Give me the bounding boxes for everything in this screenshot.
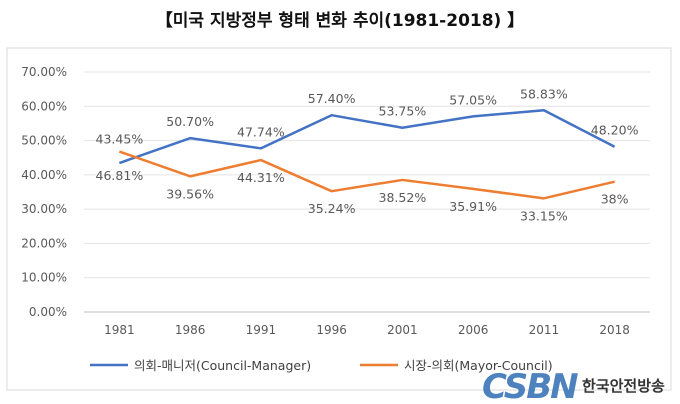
legend-label: 시장-의회(Mayor-Council) (404, 358, 553, 373)
legend: 의회-매니저(Council-Manager) 시장-의회(Mayor-Counc… (90, 358, 553, 373)
data-label: 58.83% (520, 86, 568, 101)
x-axis-ticks: 1981 1986 1991 1996 2001 2006 2011 2018 (104, 323, 630, 337)
series-lines (118, 109, 616, 200)
x-tick-label: 2011 (529, 323, 560, 337)
data-labels: 46.81% 50.70% 47.74% 57.40% 53.75% 57.05% 58.8… (96, 86, 639, 223)
chart-area-border (6, 47, 672, 391)
data-label: 57.40% (308, 91, 356, 106)
gridlines (84, 71, 650, 313)
y-tick-label: 10.00% (21, 271, 67, 285)
y-tick-label: 60.00% (21, 99, 67, 113)
data-label: 38% (601, 192, 629, 207)
data-label: 53.75% (379, 104, 427, 119)
data-label: 50.70% (166, 114, 214, 129)
x-tick-label: 2006 (458, 323, 489, 337)
chart-title: 【미국 지방정부 형태 변화 추이(1981-2018) 】 (155, 11, 525, 31)
y-tick-label: 50.00% (21, 134, 67, 148)
data-label: 39.56% (166, 186, 214, 201)
x-tick-label: 1986 (175, 323, 206, 337)
series-line-mayor-council (118, 150, 615, 200)
x-tick-label: 2001 (387, 323, 418, 337)
y-tick-label: 40.00% (21, 168, 67, 182)
watermark-text: 한국안전방송 (582, 377, 665, 395)
x-tick-label: 1991 (246, 323, 277, 337)
y-tick-label: 20.00% (21, 236, 67, 250)
watermark-logo-text: CSBN (482, 367, 578, 404)
data-label: 47.74% (237, 124, 285, 139)
y-tick-label: 30.00% (21, 202, 67, 216)
data-label: 35.91% (449, 199, 497, 214)
data-label: 43.45% (96, 132, 144, 147)
series-line-council-manager (118, 109, 616, 165)
data-label: 48.20% (591, 123, 639, 138)
legend-label: 의회-매니저(Council-Manager) (134, 358, 311, 373)
x-tick-label: 2018 (599, 323, 630, 337)
data-label: 35.24% (308, 201, 356, 216)
y-tick-label: 0.00% (29, 305, 67, 319)
data-label: 33.15% (520, 208, 568, 223)
x-tick-label: 1996 (316, 323, 347, 337)
data-label: 44.31% (237, 170, 285, 185)
data-label: 38.52% (379, 190, 427, 205)
x-tick-label: 1981 (104, 323, 135, 337)
y-tick-label: 70.00% (21, 65, 67, 79)
data-label: 57.05% (449, 92, 497, 107)
data-label: 46.81% (96, 168, 144, 183)
y-axis-ticks: 0.00% 10.00% 20.00% 30.00% 40.00% 50.00% 60.00… (21, 65, 67, 319)
watermark-logo: CSBN (482, 364, 680, 404)
